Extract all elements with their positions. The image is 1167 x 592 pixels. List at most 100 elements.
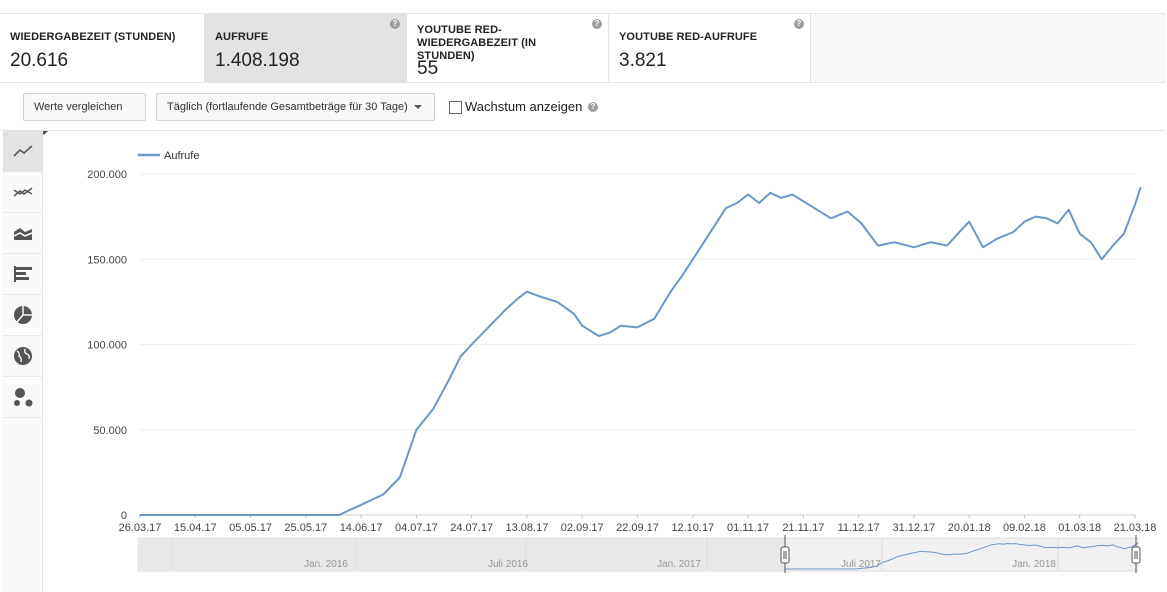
range-navigator[interactable]: Jan. 2016 Juli 2016 Jan. 2017 Juli 2017 Jan.… [137, 535, 1141, 573]
x-tick-label: 02.09.17 [561, 522, 604, 534]
chart-type-map-button[interactable] [3, 336, 43, 377]
data-point[interactable] [968, 221, 970, 223]
legend-label: Aufrufe [164, 150, 199, 162]
help-icon[interactable]: ? [794, 19, 804, 29]
data-point[interactable] [847, 210, 849, 213]
data-point[interactable] [893, 241, 896, 243]
metric-tab-red-views[interactable]: ? YOUTUBE RED-AUFRUFE 3.821 [609, 14, 811, 82]
data-point[interactable] [194, 514, 196, 516]
data-point[interactable] [432, 408, 434, 410]
data-point[interactable] [1068, 209, 1070, 211]
data-point[interactable] [250, 514, 252, 516]
chart-type-line-button[interactable] [3, 131, 43, 172]
navigator-handle-left[interactable] [780, 546, 790, 564]
data-point[interactable] [1034, 216, 1037, 218]
data-point[interactable] [769, 192, 771, 194]
data-point[interactable] [946, 245, 948, 247]
data-point[interactable] [515, 299, 517, 301]
data-point[interactable] [692, 258, 694, 260]
data-point[interactable] [813, 207, 816, 209]
data-point[interactable] [609, 332, 611, 334]
data-point[interactable] [556, 301, 558, 303]
data-point[interactable] [598, 335, 600, 337]
navigator-label: Jan. 2016 [304, 559, 348, 570]
data-point[interactable] [382, 493, 384, 496]
metric-tab-red-watch-time[interactable]: ? YOUTUBE RED-WIEDERGABEZEIT (IN STUNDEN… [407, 14, 609, 82]
metric-value: 55 [417, 58, 439, 79]
data-point[interactable] [758, 202, 760, 204]
chart-type-area-button[interactable] [3, 213, 43, 254]
data-point[interactable] [708, 233, 711, 235]
chart-type-multiline-button[interactable] [3, 172, 43, 213]
data-point[interactable] [573, 313, 575, 315]
interval-dropdown[interactable]: Täglich (fortlaufende Gesamtbeträge für … [156, 93, 435, 121]
data-point[interactable] [681, 275, 683, 277]
data-point[interactable] [338, 514, 340, 516]
growth-label[interactable]: Wachstum anzeigen [465, 99, 583, 114]
data-point[interactable] [1123, 233, 1125, 235]
y-axis: 0 50.000 100.000 150.000 200.000 [87, 169, 127, 522]
data-point[interactable] [653, 318, 655, 320]
data-point[interactable] [526, 291, 528, 293]
data-point[interactable] [1139, 187, 1142, 189]
data-point[interactable] [471, 343, 473, 346]
multiline-chart-icon [13, 187, 33, 197]
data-point[interactable] [1090, 241, 1092, 243]
data-point[interactable] [747, 193, 749, 196]
data-point[interactable] [1079, 233, 1081, 235]
metric-tab-watch-time[interactable]: WIEDERGABEZEIT (STUNDEN) 20.616 [0, 14, 205, 82]
x-tick-label: 14.06.17 [340, 522, 383, 534]
legend: Aufrufe [138, 150, 199, 162]
data-point[interactable] [504, 309, 506, 311]
data-point[interactable] [399, 476, 401, 479]
data-point[interactable] [982, 246, 984, 248]
navigator-unselected-range [138, 538, 785, 571]
data-point[interactable] [460, 355, 462, 357]
help-icon[interactable]: ? [390, 19, 400, 29]
data-point[interactable] [877, 245, 879, 247]
series-line-aufrufe[interactable] [140, 187, 1142, 516]
data-point[interactable] [802, 200, 804, 202]
data-point[interactable] [791, 193, 793, 196]
chart-type-bar-button[interactable] [3, 254, 43, 295]
data-point[interactable] [913, 246, 915, 248]
views-line-chart: 0 50.000 100.000 150.000 200.000 26.03.17 15.… [87, 150, 1156, 573]
compare-dropdown[interactable]: Werte vergleichen [23, 93, 146, 136]
data-point[interactable] [540, 296, 542, 298]
data-point[interactable] [415, 429, 417, 431]
data-point[interactable] [736, 202, 738, 204]
data-point[interactable] [960, 229, 962, 231]
metric-tab-views[interactable]: ? AUFRUFE 1.408.198 [205, 14, 407, 82]
data-point[interactable] [449, 378, 451, 380]
x-tick-label: 13.08.17 [506, 522, 549, 534]
data-point[interactable] [1134, 204, 1136, 206]
data-point[interactable] [1112, 245, 1114, 247]
data-point[interactable] [780, 197, 782, 199]
help-icon[interactable]: ? [588, 102, 598, 112]
data-point[interactable] [1023, 221, 1025, 223]
data-point[interactable] [1057, 222, 1059, 224]
growth-checkbox[interactable] [449, 101, 462, 114]
data-point[interactable] [929, 241, 932, 243]
data-point[interactable] [139, 514, 141, 516]
metric-tabs: WIEDERGABEZEIT (STUNDEN) 20.616 ? AUFRUF… [0, 13, 1166, 83]
data-point[interactable] [636, 326, 639, 328]
data-point[interactable] [1046, 217, 1048, 219]
data-point[interactable] [1012, 231, 1015, 233]
chart-type-bubble-button[interactable] [3, 377, 43, 418]
data-point[interactable] [581, 325, 583, 327]
help-icon[interactable]: ? [592, 19, 602, 29]
data-point[interactable] [305, 514, 307, 516]
data-point[interactable] [725, 207, 727, 209]
data-point[interactable] [830, 217, 832, 219]
data-point[interactable] [996, 238, 998, 240]
navigator-handle-right[interactable] [1131, 546, 1141, 564]
data-point[interactable] [360, 504, 362, 506]
chart-type-pie-button[interactable] [3, 295, 43, 336]
metric-label: YOUTUBE RED-WIEDERGABEZEIT (IN STUNDEN) [417, 24, 537, 62]
data-point[interactable] [487, 326, 489, 328]
data-point[interactable] [1101, 258, 1103, 260]
data-point[interactable] [860, 222, 863, 224]
data-point[interactable] [620, 325, 622, 327]
data-point[interactable] [670, 291, 672, 293]
